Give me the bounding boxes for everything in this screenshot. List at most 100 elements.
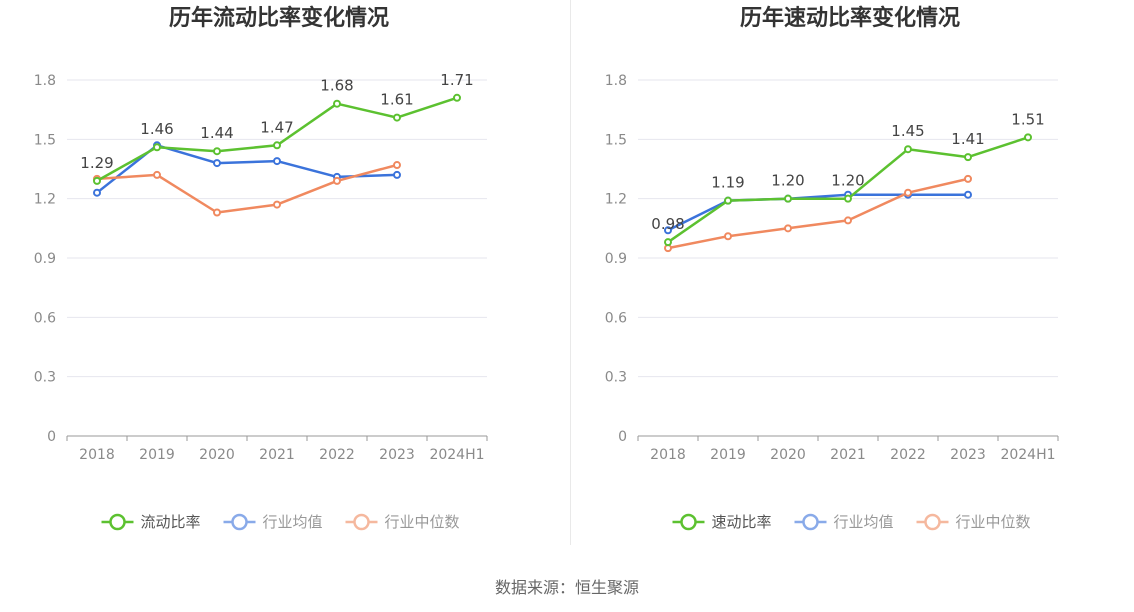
y-tick-label: 0 — [47, 429, 56, 445]
data-label: 1.41 — [951, 130, 984, 148]
legend-marker-icon — [231, 513, 248, 531]
x-tick-label: 2018 — [650, 447, 686, 463]
data-point-average — [273, 157, 281, 166]
data-point-median — [724, 232, 732, 241]
chart-title: 历年速动比率变化情况 — [740, 5, 960, 31]
data-label: 1.51 — [1011, 110, 1044, 128]
data-label: 1.61 — [380, 91, 413, 109]
data-point-average — [664, 226, 672, 235]
y-tick-label: 1.8 — [34, 73, 56, 89]
y-tick-label: 0.6 — [34, 310, 56, 326]
x-tick-label: 2022 — [890, 447, 926, 463]
data-point-median — [213, 208, 221, 217]
data-point-current — [93, 176, 101, 185]
x-tick-label: 2023 — [950, 447, 986, 463]
legend-marker-icon — [353, 513, 370, 531]
x-tick-label: 2024H1 — [1000, 447, 1055, 463]
legend-marker-icon — [109, 513, 126, 531]
data-point-average — [964, 190, 972, 199]
series-line-median — [96, 163, 398, 214]
series-line-median — [667, 177, 969, 250]
data-point-median — [904, 188, 912, 197]
data-label: 1.19 — [711, 174, 744, 192]
data-label: 1.46 — [140, 120, 173, 138]
data-point-current — [333, 99, 341, 108]
data-point-current — [844, 194, 852, 203]
quick-ratio-chart: 历年速动比率变化情况 0 0.3 0.6 0.9 1.2 1.5 1.8 2018 2019 202… — [605, 5, 1059, 531]
data-point-average — [393, 170, 401, 179]
x-tick-label: 2021 — [259, 447, 295, 463]
y-tick-label: 1.2 — [605, 192, 627, 208]
data-label: 1.20 — [771, 172, 804, 190]
y-tick-label: 1.5 — [605, 132, 627, 148]
y-tick-label: 0.3 — [605, 370, 627, 386]
y-tick-label: 0.3 — [34, 370, 56, 386]
data-point-median — [393, 161, 401, 170]
data-point-current — [964, 153, 972, 162]
x-tick-label: 2024H1 — [429, 447, 484, 463]
data-point-current — [153, 143, 161, 152]
data-point-median — [784, 224, 792, 233]
data-point-median — [844, 216, 852, 225]
x-tick-label: 2018 — [79, 447, 115, 463]
data-label: 1.44 — [200, 124, 233, 142]
data-point-current — [213, 147, 221, 156]
legend-item[interactable]: 行业均值 — [223, 513, 323, 531]
chart-title: 历年流动比率变化情况 — [169, 5, 389, 31]
data-point-current — [273, 141, 281, 150]
data-label: 1.20 — [831, 172, 864, 190]
y-tick-label: 0.9 — [34, 251, 56, 267]
data-point-average — [93, 188, 101, 197]
legend-marker-icon — [924, 513, 941, 531]
legend-label: 行业中位数 — [956, 513, 1031, 531]
data-point-median — [964, 174, 972, 183]
x-tick-label: 2020 — [199, 447, 235, 463]
data-point-average — [213, 159, 221, 168]
x-tick-label: 2023 — [379, 447, 415, 463]
y-tick-label: 1.5 — [34, 132, 56, 148]
data-point-current — [664, 238, 672, 247]
data-point-median — [333, 176, 341, 185]
legend-marker-icon — [680, 513, 697, 531]
data-point-current — [393, 113, 401, 122]
x-tick-label: 2019 — [139, 447, 175, 463]
legend-label: 流动比率 — [141, 513, 201, 531]
y-tick-label: 0.6 — [605, 310, 627, 326]
data-label: 1.68 — [320, 77, 353, 95]
data-label: 1.29 — [80, 154, 113, 172]
data-point-median — [273, 200, 281, 209]
quick-ratio-chart-panel: 历年速动比率变化情况 0 0.3 0.6 0.9 1.2 1.5 1.8 2018 2019 202… — [571, 0, 1134, 560]
legend-label: 速动比率 — [712, 513, 772, 531]
legend-item[interactable]: 行业中位数 — [916, 513, 1031, 531]
series-line-average — [96, 144, 398, 194]
legend-label: 行业均值 — [834, 513, 894, 531]
series-line-average — [667, 193, 968, 232]
data-label: 0.98 — [651, 215, 684, 233]
current-ratio-chart: 历年流动比率变化情况 0 0.3 0.6 0.9 1.2 1.5 1.8 2018 2019 202… — [34, 5, 488, 531]
legend-label: 行业均值 — [263, 513, 323, 531]
x-tick-label: 2021 — [830, 447, 866, 463]
data-label: 1.71 — [440, 71, 473, 89]
legend-item[interactable]: 速动比率 — [672, 513, 772, 531]
data-point-median — [153, 170, 161, 179]
legend-label: 行业中位数 — [385, 513, 460, 531]
data-point-current — [1024, 133, 1032, 142]
legend-marker-icon — [802, 513, 819, 531]
data-point-current — [453, 93, 461, 102]
data-point-current — [724, 196, 732, 205]
data-point-current — [784, 194, 792, 203]
data-point-current — [904, 145, 912, 154]
legend-item[interactable]: 行业中位数 — [345, 513, 460, 531]
legend-item[interactable]: 流动比率 — [101, 513, 201, 531]
data-source-note: 数据来源：恒生聚源 — [494, 578, 639, 597]
current-ratio-chart-panel: 历年流动比率变化情况 0 0.3 0.6 0.9 1.2 1.5 1.8 2018 2019 202… — [0, 0, 570, 560]
panel-divider — [570, 0, 571, 545]
x-tick-label: 2022 — [319, 447, 355, 463]
y-tick-label: 0 — [618, 429, 627, 445]
y-tick-label: 1.8 — [605, 73, 627, 89]
data-label: 1.45 — [891, 122, 924, 140]
x-tick-label: 2020 — [770, 447, 806, 463]
x-tick-label: 2019 — [710, 447, 746, 463]
data-label: 1.47 — [260, 118, 293, 136]
legend-item[interactable]: 行业均值 — [794, 513, 894, 531]
